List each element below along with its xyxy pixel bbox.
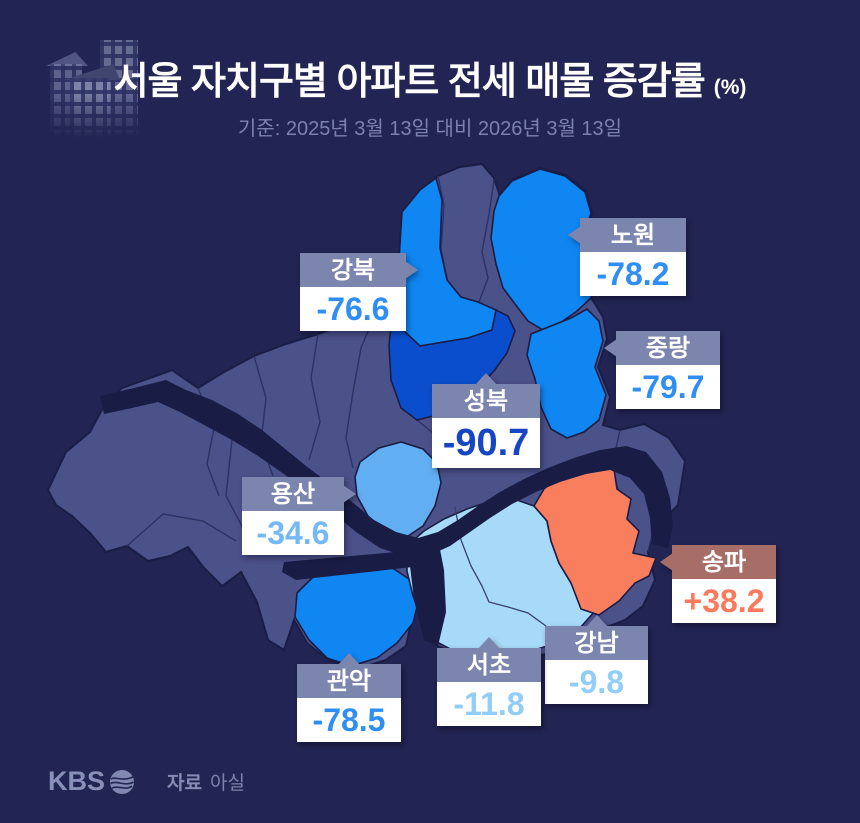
callout-seocho: 서초 -11.8: [437, 637, 541, 726]
callout-yongsan: 용산 -34.6: [242, 477, 356, 555]
district-name: 송파: [701, 549, 747, 576]
building-tower: [70, 78, 110, 142]
district-value: -11.8: [437, 682, 541, 726]
han-river: [100, 380, 673, 556]
pointer-up-icon: [585, 615, 608, 627]
district-name-label: 중랑: [604, 331, 720, 365]
source-label: 자료: [167, 773, 202, 794]
pointer-up-icon: [478, 637, 500, 649]
district-name-label: 성북: [432, 373, 540, 418]
district-value: -90.7: [432, 418, 540, 468]
district-value: -79.7: [616, 365, 720, 409]
district-name: 강북: [330, 257, 376, 284]
footer: KBS 자료 아실: [48, 766, 245, 797]
district-name: 노원: [610, 222, 656, 249]
page-title: 서울 자치구별 아파트 전세 매물 증감률: [113, 61, 706, 103]
callout-jungnang: 중랑 -79.7: [604, 331, 720, 409]
district-name: 중랑: [645, 335, 691, 362]
pointer-right-icon: [405, 261, 418, 279]
callout-nowon: 노원 -78.2: [568, 218, 686, 296]
district-name: 관악: [326, 668, 372, 695]
district-name: 성북: [463, 388, 509, 415]
district-name: 강남: [574, 630, 619, 657]
district-value: +38.2: [672, 579, 776, 623]
district-yongsan-shape: [354, 441, 442, 539]
pointer-left-icon: [568, 226, 581, 244]
district-seongbuk-shape: [388, 299, 516, 421]
callout-songpa: 송파 +38.2: [660, 545, 776, 623]
subtitle: 기준: 2025년 3월 13일 대비 2026년 3월 13일: [237, 118, 623, 140]
data-source: 자료 아실: [167, 768, 245, 795]
source-value: 아실: [209, 773, 245, 794]
kbs-globe-icon: [110, 769, 135, 794]
district-name-label: 강북: [300, 253, 418, 287]
title-unit: (%): [713, 76, 747, 99]
pointer-left-icon: [660, 553, 673, 571]
district-name-label: 용산: [242, 477, 356, 511]
district-name-label: 노원: [568, 218, 686, 252]
district-value: -78.2: [580, 252, 686, 296]
header: 서울 자치구별 아파트 전세 매물 증감률 (%): [0, 50, 860, 105]
callout-gangnam: 강남 -9.8: [545, 615, 648, 704]
district-name-label: 서초: [437, 637, 541, 682]
river-strip-gwanak: [282, 550, 422, 580]
district-name-label: 관악: [297, 653, 401, 698]
district-value: -76.6: [300, 287, 406, 331]
district-value: -9.8: [545, 660, 648, 704]
callout-seongbuk: 성북 -90.7: [432, 373, 540, 468]
district-value: -34.6: [242, 511, 344, 555]
district-value: -78.5: [297, 698, 401, 742]
district-name-label: 강남: [545, 615, 648, 660]
callout-gangbuk: 강북 -76.6: [300, 253, 418, 331]
apartment-buildings-icon: [36, 30, 161, 142]
district-name: 서초: [466, 652, 512, 679]
callout-gwanak: 관악 -78.5: [297, 653, 401, 742]
kbs-logo: KBS: [48, 766, 135, 797]
pointer-left-icon: [604, 339, 617, 357]
seocho-gangnam-divider: [454, 506, 547, 627]
pointer-up-icon: [338, 653, 360, 665]
district-name-label: 송파: [660, 545, 776, 579]
pointer-up-icon: [475, 373, 497, 385]
kbs-logo-text: KBS: [48, 766, 106, 796]
pointer-right-icon: [343, 485, 356, 503]
district-name: 용산: [270, 481, 316, 508]
